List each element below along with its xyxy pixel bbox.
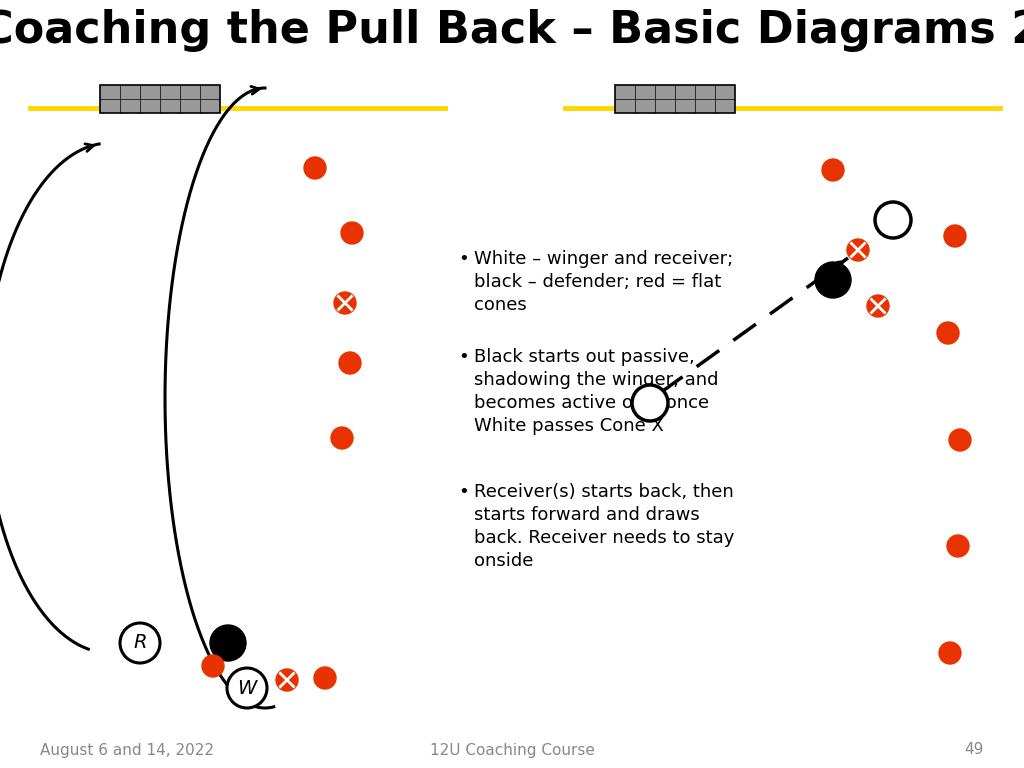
Circle shape: [632, 385, 668, 421]
Text: August 6 and 14, 2022: August 6 and 14, 2022: [40, 743, 214, 757]
Circle shape: [227, 668, 267, 708]
Circle shape: [304, 157, 326, 179]
Circle shape: [874, 202, 911, 238]
Text: Black starts out passive,
shadowing the winger, and
becomes active only once
Whi: Black starts out passive, shadowing the …: [474, 348, 719, 435]
Circle shape: [822, 159, 844, 181]
Circle shape: [939, 642, 961, 664]
Text: •: •: [458, 483, 469, 501]
Circle shape: [947, 535, 969, 557]
Text: R: R: [133, 634, 146, 653]
Circle shape: [331, 427, 353, 449]
Text: W: W: [238, 678, 257, 697]
Text: Coaching the Pull Back – Basic Diagrams 2: Coaching the Pull Back – Basic Diagrams …: [0, 8, 1024, 51]
Text: •: •: [458, 250, 469, 268]
Circle shape: [120, 623, 160, 663]
Text: White – winger and receiver;
black – defender; red = flat
cones: White – winger and receiver; black – def…: [474, 250, 733, 314]
Circle shape: [847, 239, 869, 261]
Circle shape: [334, 292, 356, 314]
Circle shape: [949, 429, 971, 451]
Circle shape: [276, 669, 298, 691]
Circle shape: [867, 295, 889, 317]
Text: Receiver(s) starts back, then
starts forward and draws
back. Receiver needs to s: Receiver(s) starts back, then starts for…: [474, 483, 734, 570]
Bar: [100, 85, 220, 113]
Circle shape: [314, 667, 336, 689]
Circle shape: [339, 352, 361, 374]
Circle shape: [944, 225, 966, 247]
Text: 12U Coaching Course: 12U Coaching Course: [429, 743, 595, 757]
Bar: [615, 85, 735, 113]
Text: •: •: [458, 348, 469, 366]
Circle shape: [341, 222, 362, 244]
Text: 49: 49: [965, 743, 984, 757]
Circle shape: [202, 655, 224, 677]
Circle shape: [937, 322, 959, 344]
Circle shape: [210, 625, 246, 661]
Circle shape: [815, 262, 851, 298]
